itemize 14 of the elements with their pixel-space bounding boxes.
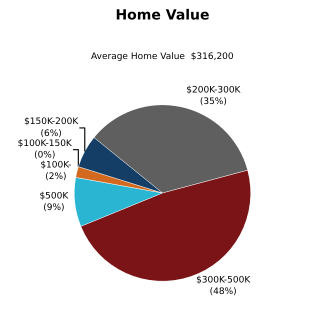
chart-title: Home Value: [115, 8, 210, 24]
category-label: $100K-150K: [18, 138, 72, 149]
data-label: (2%): [45, 172, 67, 182]
data-label: (35%): [200, 97, 227, 108]
data-label: (6%): [40, 128, 62, 139]
slice-label: $200K-300K: [186, 86, 242, 96]
slice-label: $100K-: [40, 160, 72, 171]
text: (0%): [34, 150, 56, 161]
slice-label: $300K-500K: [196, 276, 252, 286]
slice-label: $500K: [39, 192, 70, 202]
chart-subtitle: Average Home Value $316,200: [91, 52, 234, 62]
data-label: (9%): [43, 203, 65, 214]
slice-label: $150K-200K: [24, 117, 80, 128]
data-label: (48%): [210, 287, 237, 298]
